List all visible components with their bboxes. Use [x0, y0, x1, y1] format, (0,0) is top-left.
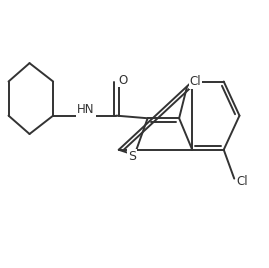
Text: HN: HN [77, 103, 95, 116]
Text: Cl: Cl [190, 75, 201, 88]
Text: S: S [128, 150, 136, 163]
Text: O: O [118, 74, 127, 87]
Text: Cl: Cl [237, 175, 249, 188]
